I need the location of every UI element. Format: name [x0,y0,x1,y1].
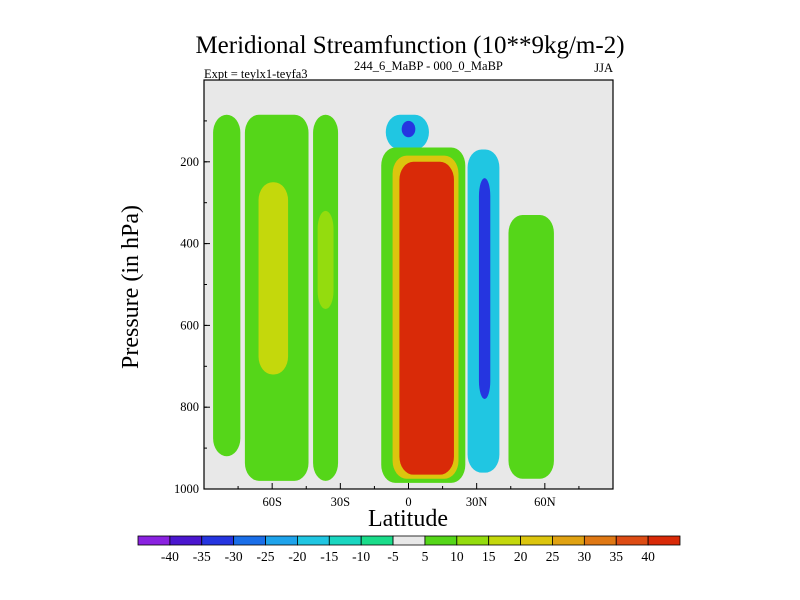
colorbar-swatch [552,535,585,546]
x-tick-label: 30S [331,495,351,509]
experiment-period-label: 244_6_MaBP - 000_0_MaBP [354,59,503,73]
colorbar-label: -40 [161,549,179,564]
colorbar-swatch [392,535,426,546]
colorbar-swatch [265,535,298,546]
colorbar-label: -30 [225,549,243,564]
colorbar-label: 20 [514,549,528,564]
y-tick-label: 200 [180,155,199,169]
colorbar-label: 40 [641,549,655,564]
contour-region-nh-subpolar-band [508,214,554,479]
colorbar-swatch [424,535,458,546]
colorbar-label: -20 [288,549,306,564]
colorbar-swatch [615,535,649,546]
colorbar-label: -15 [320,549,338,564]
colorbar-label: -35 [193,549,211,564]
contour-regions [213,114,554,483]
contour-region-tropical-upper-min [401,120,416,138]
colorbar-swatch [456,535,490,546]
colorbar-label: 10 [450,549,464,564]
colorbar-label: -25 [257,549,275,564]
y-axis: 200 400 600 800 1000 [174,120,210,496]
contour-region-sh-midlat-core [258,182,289,375]
colorbar-label: 15 [482,549,496,564]
x-tick-label: 60N [534,495,556,509]
season-label: JJA [594,61,613,75]
y-tick-label: 1000 [174,482,199,496]
colorbar-swatch [328,535,362,546]
x-axis: 60S 30S 0 30N 60N [237,483,580,509]
colorbar-swatch [520,535,553,546]
y-tick-label: 400 [180,237,199,251]
colorbar-swatch [297,535,330,546]
colorbar-swatch [169,535,203,546]
colorbar-swatch [488,535,521,546]
contour-region-nh-negative-core [478,178,491,400]
colorbar-swatch [233,535,266,546]
y-axis-label: Pressure (in hPa) [118,205,144,369]
colorbar-swatch [137,535,171,546]
x-tick-label: 60S [262,495,282,509]
colorbar-swatch [201,535,235,546]
contour-region-hadley-core [399,161,454,475]
y-tick-label: 800 [180,400,199,414]
colorbar-label: 25 [546,549,560,564]
colorbar-label: 5 [422,549,429,564]
colorbar-label: -5 [387,549,398,564]
x-tick-label: 30N [466,495,488,509]
y-tick-label: 600 [180,318,199,332]
colorbar-label: 30 [578,549,592,564]
colorbar-label: 35 [609,549,623,564]
colorbar-label: -10 [352,549,370,564]
colorbar-swatch [360,535,394,546]
colorbar: -40 -35 -30 -25 -20 -15 -10 -5 5 10 15 20 25 30 35 40 [137,535,681,564]
contour-region-sh-polar-band [213,114,241,457]
x-axis-label: Latitude [368,506,448,532]
experiment-label: Expt = teylx1-teyfa3 [204,67,308,81]
colorbar-swatch [647,535,681,546]
x-tick-label: 0 [405,495,411,509]
contour-region-sh-subtrop-core [317,210,334,310]
chart-title: Meridional Streamfunction (10**9kg/m-2) [195,32,624,59]
colorbar-swatch [583,535,617,546]
